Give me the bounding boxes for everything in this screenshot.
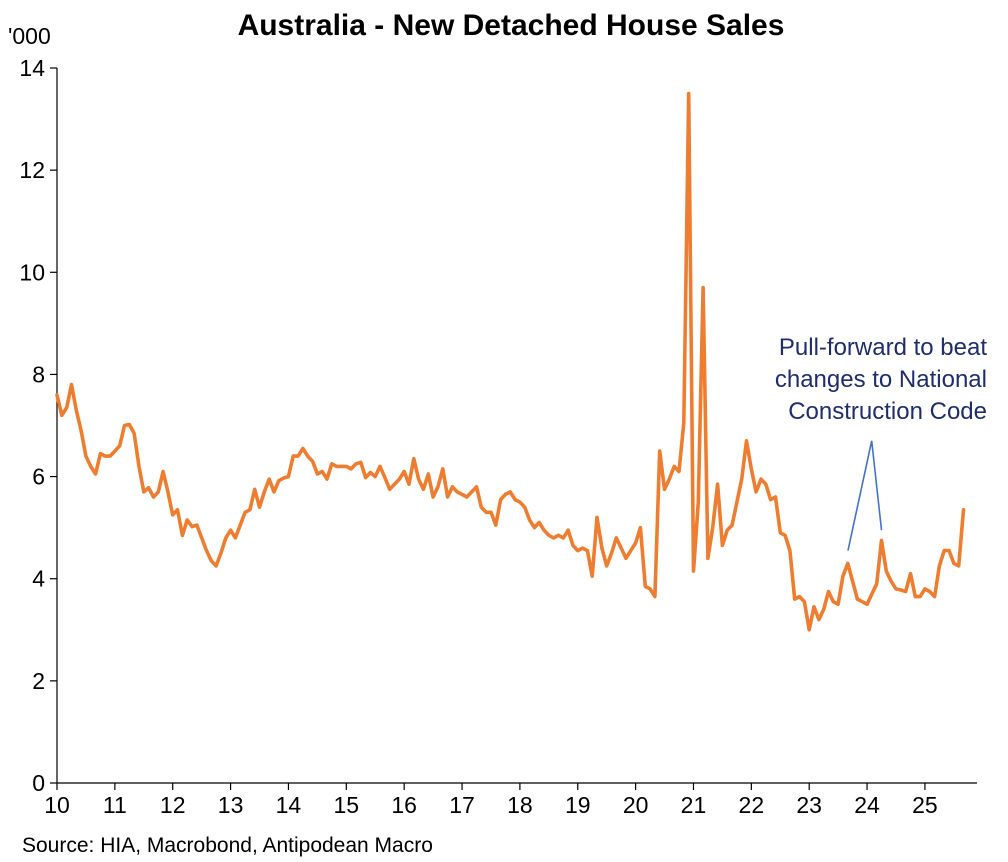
x-tick-label: 10: [44, 792, 70, 818]
x-tick-label: 15: [334, 792, 360, 818]
x-tick-label: 17: [449, 792, 475, 818]
source-note: Source: HIA, Macrobond, Antipodean Macro: [22, 834, 433, 857]
annotation-pointer-line: [847, 440, 873, 551]
x-tick-label: 14: [276, 792, 302, 818]
x-tick-label: 16: [391, 792, 417, 818]
y-tick-label: 2: [32, 668, 45, 694]
x-tick-label: 22: [739, 792, 765, 818]
y-tick-label: 6: [32, 464, 45, 490]
annotation: Pull-forward to beat changes to National C…: [775, 334, 987, 551]
y-tick-label: 10: [19, 259, 45, 285]
x-tick-label: 21: [681, 792, 707, 818]
chart-title: Australia - New Detached House Sales: [238, 9, 785, 42]
x-tick-label: 20: [623, 792, 649, 818]
y-tick-label: 4: [32, 566, 45, 592]
x-tick-label: 13: [218, 792, 244, 818]
y-axis: 0 2 4 6 8 10 12 14: [19, 55, 58, 796]
x-tick-label: 18: [507, 792, 533, 818]
series-line-0: [55, 91, 966, 632]
annotation-text-line: Pull-forward to beat: [779, 334, 987, 361]
y-axis-unit-label: '000: [8, 23, 51, 49]
x-tick-label: 12: [160, 792, 186, 818]
x-tick-label: 24: [854, 792, 880, 818]
y-tick-label: 14: [19, 55, 45, 81]
x-tick-label: 23: [796, 792, 822, 818]
x-tick-label: 25: [912, 792, 938, 818]
annotation-text-line: changes to National: [775, 366, 987, 393]
x-tick-label: 11: [103, 792, 127, 818]
x-tick-label: 19: [565, 792, 591, 818]
y-tick-label: 0: [32, 770, 45, 796]
y-tick-label: 12: [19, 157, 45, 183]
y-tick-label: 8: [32, 361, 45, 387]
annotation-text-line: Construction Code: [788, 398, 987, 425]
x-axis: 10 11 12 13 14 15 16 17 18 19 20 21 22 23 24 25: [44, 782, 977, 818]
series-group: [55, 91, 966, 632]
annotation-pointer-line: [870, 440, 883, 531]
